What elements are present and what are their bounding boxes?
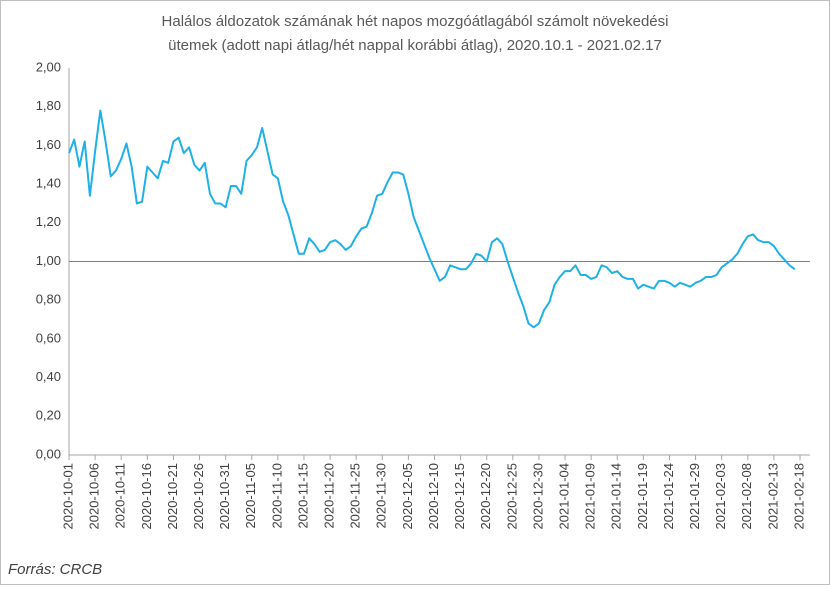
x-tick-label: 2020-11-10 [269, 463, 284, 529]
x-tick-label: 2021-01-04 [556, 463, 571, 530]
y-tick-label: 1,40 [36, 176, 61, 191]
x-tick-label: 2020-10-06 [87, 463, 102, 530]
data-line [68, 109, 796, 329]
x-tick-label: 2020-10-26 [191, 463, 206, 530]
chart-title: ütemek (adott napi átlag/hét nappal korá… [168, 37, 662, 54]
x-tick-label: 2020-12-20 [478, 463, 493, 530]
y-tick-label: 0,00 [36, 446, 61, 461]
y-tick-label: 0,40 [36, 369, 61, 384]
y-tick-label: 2,00 [36, 59, 61, 74]
x-tick-label: 2021-02-13 [765, 463, 780, 530]
x-tick-label: 2020-11-05 [243, 463, 258, 529]
y-tick-label: 1,80 [36, 98, 61, 113]
x-tick-label: 2021-02-03 [713, 463, 728, 530]
y-tick-label: 1,00 [36, 253, 61, 268]
x-tick-label: 2020-10-01 [60, 463, 75, 530]
x-tick-label: 2020-12-25 [504, 463, 519, 530]
x-tick-label: 2020-10-11 [113, 463, 128, 529]
x-tick-label: 2020-11-15 [295, 463, 310, 529]
y-tick-label: 0,60 [36, 330, 61, 345]
x-tick-label: 2021-01-24 [661, 463, 676, 530]
x-tick-label: 2020-12-05 [400, 463, 415, 530]
y-tick-label: 1,20 [36, 214, 61, 229]
x-tick-label: 2020-10-16 [139, 463, 154, 530]
x-tick-label: 2021-01-14 [609, 463, 624, 530]
source: Forrás: CRCB [8, 561, 102, 578]
x-tick-label: 2021-02-08 [739, 463, 754, 530]
x-tick-label: 2020-10-31 [217, 463, 232, 530]
x-tick-label: 2020-10-21 [165, 463, 180, 530]
x-tick-label: 2021-01-09 [583, 463, 598, 530]
x-tick-label: 2020-12-15 [452, 463, 467, 530]
y-tick-label: 1,60 [36, 137, 61, 152]
y-tick-label: 0,20 [36, 408, 61, 423]
x-tick-label: 2021-01-19 [635, 463, 650, 530]
x-tick-label: 2020-11-25 [348, 463, 363, 529]
chart-title: Halálos áldozatok számának hét napos moz… [162, 13, 669, 30]
x-tick-label: 2020-12-30 [530, 463, 545, 530]
x-tick-label: 2020-11-20 [322, 463, 337, 529]
x-tick-label: 2020-11-30 [374, 463, 389, 529]
x-tick-label: 2020-12-10 [426, 463, 441, 530]
x-tick-label: 2021-01-29 [687, 463, 702, 530]
y-tick-label: 0,80 [36, 292, 61, 307]
x-tick-label: 2021-02-18 [791, 463, 806, 530]
